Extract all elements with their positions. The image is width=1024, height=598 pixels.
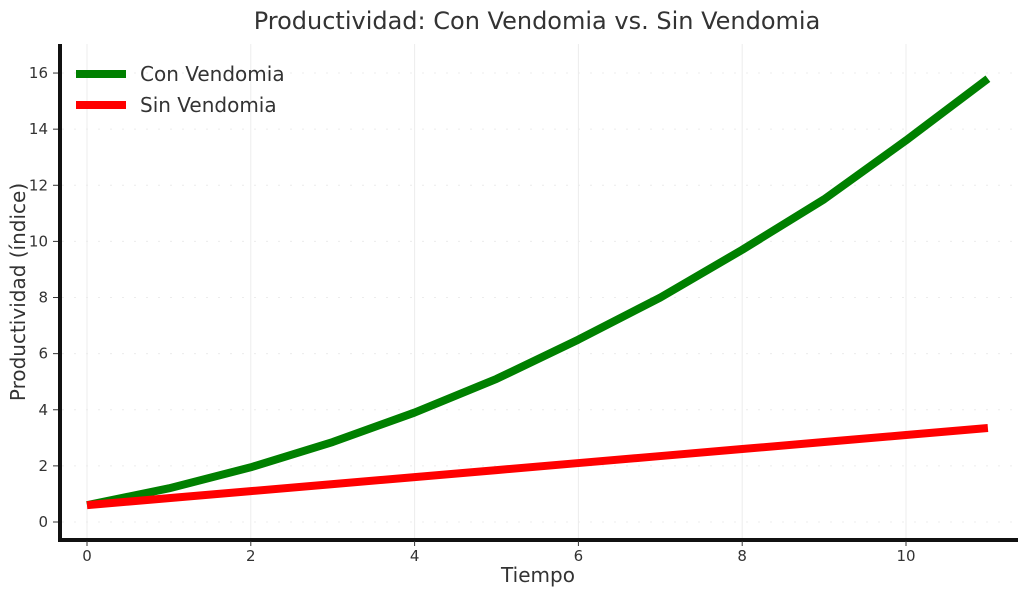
ticks: 0 2 4 6 8 10 0 2 4 6 8 10 12 14 16 <box>29 64 916 565</box>
x-tick-label: 10 <box>896 547 915 565</box>
y-tick-label: 14 <box>29 120 48 138</box>
y-tick-label: 10 <box>29 232 48 250</box>
legend: Con Vendomia Sin Vendomia <box>76 62 285 117</box>
y-tick-label: 16 <box>29 64 48 82</box>
legend-label: Con Vendomia <box>140 62 285 86</box>
grid <box>62 44 1018 538</box>
y-tick-label: 6 <box>38 345 48 363</box>
legend-label: Sin Vendomia <box>140 93 277 117</box>
series-lines <box>86 75 991 510</box>
y-tick-label: 12 <box>29 176 48 194</box>
y-tick-label: 8 <box>38 289 48 307</box>
chart-title: Productividad: Con Vendomia vs. Sin Vend… <box>254 7 821 35</box>
x-tick-label: 6 <box>574 547 584 565</box>
y-tick-label: 0 <box>38 513 48 531</box>
series-line-sin-vendomia <box>86 424 989 510</box>
x-tick-label: 2 <box>246 547 256 565</box>
y-axis-label: Productividad (índice) <box>6 183 30 401</box>
x-tick-label: 0 <box>82 547 92 565</box>
series-line-con-vendomia <box>86 75 991 510</box>
x-tick-label: 8 <box>737 547 747 565</box>
x-axis-label: Tiempo <box>500 563 575 587</box>
y-tick-label: 4 <box>38 401 48 419</box>
x-tick-label: 4 <box>410 547 420 565</box>
y-tick-label: 2 <box>38 457 48 475</box>
